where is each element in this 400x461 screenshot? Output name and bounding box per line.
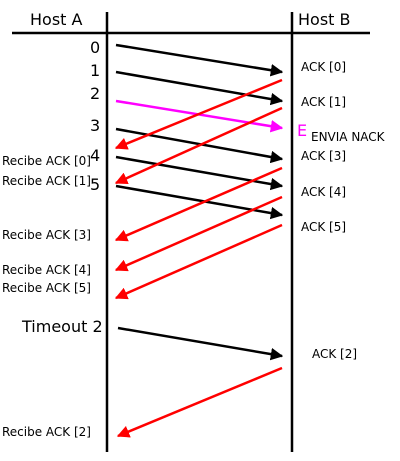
- ack-label-4: ACK [4]: [301, 185, 346, 199]
- ack-arrow-5: [116, 225, 282, 298]
- timeout-label: Timeout 2: [21, 317, 103, 336]
- frame-number-1: 1: [90, 61, 100, 80]
- frame-number-4: 4: [90, 146, 100, 165]
- nack-label: ENVIA NACK: [311, 130, 386, 144]
- recibe-label-5: Recibe ACK [5]: [2, 281, 91, 295]
- ack-arrow-4: [116, 197, 282, 270]
- frame-number-2: 2: [90, 84, 100, 103]
- ack-arrow-0: [116, 80, 282, 148]
- ack-label-2: ACK [2]: [312, 347, 357, 361]
- host-a-title: Host A: [30, 10, 83, 29]
- error-mark: E: [297, 121, 307, 140]
- ack-label-0: ACK [0]: [301, 60, 346, 74]
- recibe-label-1: Recibe ACK [1]: [2, 174, 91, 188]
- frame-arrow-0: [116, 45, 282, 72]
- frame-arrow-2-retransmit: [118, 328, 282, 356]
- recibe-label-3: Recibe ACK [3]: [2, 228, 91, 242]
- ack-label-1: ACK [1]: [301, 95, 346, 109]
- ack-label-5: ACK [5]: [301, 220, 346, 234]
- frame-number-5: 5: [90, 175, 100, 194]
- frame-number-0: 0: [90, 38, 100, 57]
- frame-arrow-3: [116, 129, 282, 159]
- frame-arrow-5: [116, 186, 282, 215]
- recibe-label-0: Recibe ACK [0]: [2, 154, 91, 168]
- ack-label-3: ACK [3]: [301, 149, 346, 163]
- ack-arrow-3: [116, 168, 282, 240]
- frame-arrow-1: [116, 72, 282, 101]
- host-b-title: Host B: [298, 10, 351, 29]
- recibe-label-4: Recibe ACK [4]: [2, 263, 91, 277]
- ack-arrow-2: [118, 368, 282, 436]
- frame-number-3: 3: [90, 116, 100, 135]
- recibe-label-2: Recibe ACK [2]: [2, 425, 91, 439]
